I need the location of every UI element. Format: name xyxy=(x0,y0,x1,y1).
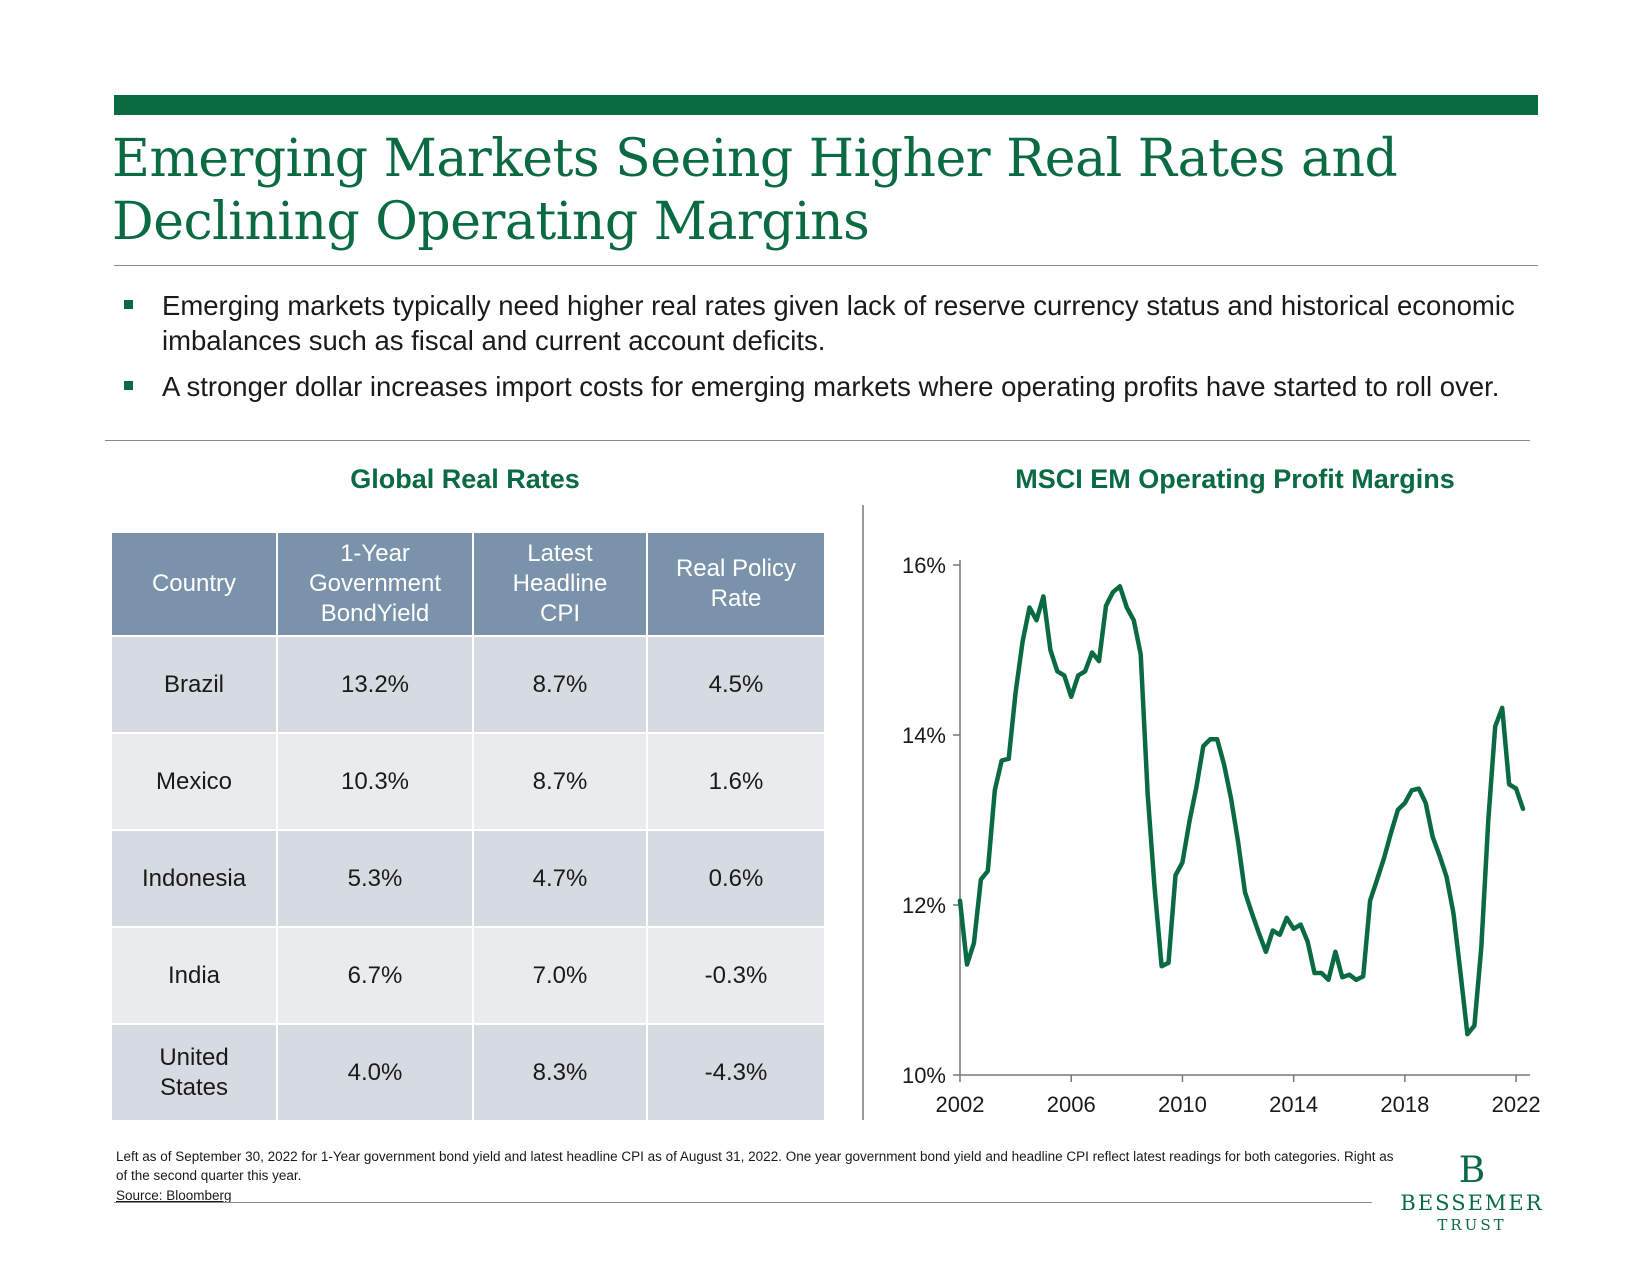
y-tick-label: 10% xyxy=(902,1063,946,1088)
logo-name: BESSEMER xyxy=(1400,1191,1544,1215)
cell-bond-yield: 10.3% xyxy=(276,732,474,831)
bullets-divider xyxy=(105,440,1530,441)
table-header-row: Country 1-Year Government BondYield Late… xyxy=(110,531,826,637)
logo-mark: B xyxy=(1458,1150,1486,1191)
x-tick-label: 2010 xyxy=(1158,1092,1207,1117)
logo-sub: TRUST xyxy=(1437,1216,1507,1234)
cell-headline-cpi: 8.7% xyxy=(472,732,648,831)
cell-country: India xyxy=(110,926,278,1025)
cell-country: Brazil xyxy=(110,635,278,734)
cell-bond-yield: 6.7% xyxy=(276,926,474,1025)
y-tick-label: 16% xyxy=(902,553,946,578)
cell-country: Indonesia xyxy=(110,829,278,928)
square-bullet-icon xyxy=(124,300,133,309)
table-row: United States 4.0% 8.3% -4.3% xyxy=(110,1023,826,1122)
column-header-headline-cpi: Latest Headline CPI xyxy=(472,531,648,637)
page-title-line-2: Declining Operating Margins xyxy=(112,192,870,252)
x-tick-label: 2022 xyxy=(1492,1092,1541,1117)
bullet-list: Emerging markets typically need higher r… xyxy=(124,288,1534,415)
chart-series xyxy=(957,584,1526,1037)
chart-axes xyxy=(959,560,1530,1076)
chart-title: MSCI EM Operating Profit Margins xyxy=(1015,464,1455,494)
column-header-real-policy-rate: Real Policy Rate xyxy=(646,531,826,637)
column-header-country: Country xyxy=(110,531,278,637)
cell-bond-yield: 5.3% xyxy=(276,829,474,928)
footer-divider xyxy=(114,1202,1372,1203)
cell-headline-cpi: 8.7% xyxy=(472,635,648,734)
y-tick-label: 12% xyxy=(902,893,946,918)
section-divider xyxy=(862,505,864,1120)
y-tick-label: 14% xyxy=(902,723,946,748)
cell-real-policy-rate: 0.6% xyxy=(646,829,826,928)
square-bullet-icon xyxy=(124,381,133,390)
page-title: Emerging Markets Seeing Higher Real Rate… xyxy=(112,128,1532,254)
operating-margin-line xyxy=(957,584,1526,1037)
cell-headline-cpi: 8.3% xyxy=(472,1023,648,1122)
cell-bond-yield: 4.0% xyxy=(276,1023,474,1122)
cell-country: United States xyxy=(110,1023,278,1122)
chart-ticks: 10% 12% 14% 16% 2002 2006 2010 2014 2018 2022 xyxy=(902,553,1541,1117)
x-tick-label: 2014 xyxy=(1269,1092,1318,1117)
page-title-line-1: Emerging Markets Seeing Higher Real Rate… xyxy=(112,129,1398,189)
cell-real-policy-rate: 4.5% xyxy=(646,635,826,734)
footnote: Left as of September 30, 2022 for 1-Year… xyxy=(116,1149,1394,1183)
cell-real-policy-rate: 1.6% xyxy=(646,732,826,831)
table-row: Indonesia 5.3% 4.7% 0.6% xyxy=(110,829,826,928)
global-real-rates-table: Country 1-Year Government BondYield Late… xyxy=(110,531,826,1122)
table-title: Global Real Rates xyxy=(350,464,580,494)
table-row: Brazil 13.2% 8.7% 4.5% xyxy=(110,635,826,734)
cell-real-policy-rate: -4.3% xyxy=(646,1023,826,1122)
x-tick-label: 2006 xyxy=(1047,1092,1096,1117)
table-row: India 6.7% 7.0% -0.3% xyxy=(110,926,826,1025)
cell-bond-yield: 13.2% xyxy=(276,635,474,734)
bessemer-trust-logo: B BESSEMER TRUST xyxy=(1392,1150,1552,1235)
x-tick-label: 2018 xyxy=(1380,1092,1429,1117)
table-row: Mexico 10.3% 8.7% 1.6% xyxy=(110,732,826,831)
cell-headline-cpi: 4.7% xyxy=(472,829,648,928)
column-header-bond-yield: 1-Year Government BondYield xyxy=(276,531,474,637)
operating-margins-chart: 10% 12% 14% 16% 2002 2006 2010 2014 2018 2022 xyxy=(902,553,1541,1117)
bullet-text: Emerging markets typically need higher r… xyxy=(162,290,1515,356)
cell-country: Mexico xyxy=(110,732,278,831)
cell-real-policy-rate: -0.3% xyxy=(646,926,826,1025)
bullet-item: A stronger dollar increases import costs… xyxy=(124,369,1534,404)
title-divider xyxy=(114,265,1538,266)
header-accent-bar xyxy=(114,95,1538,115)
bullet-item: Emerging markets typically need higher r… xyxy=(124,288,1534,358)
bullet-text: A stronger dollar increases import costs… xyxy=(162,371,1500,402)
cell-headline-cpi: 7.0% xyxy=(472,926,648,1025)
source-note: Source: Bloomberg xyxy=(116,1188,232,1203)
x-tick-label: 2002 xyxy=(936,1092,985,1117)
